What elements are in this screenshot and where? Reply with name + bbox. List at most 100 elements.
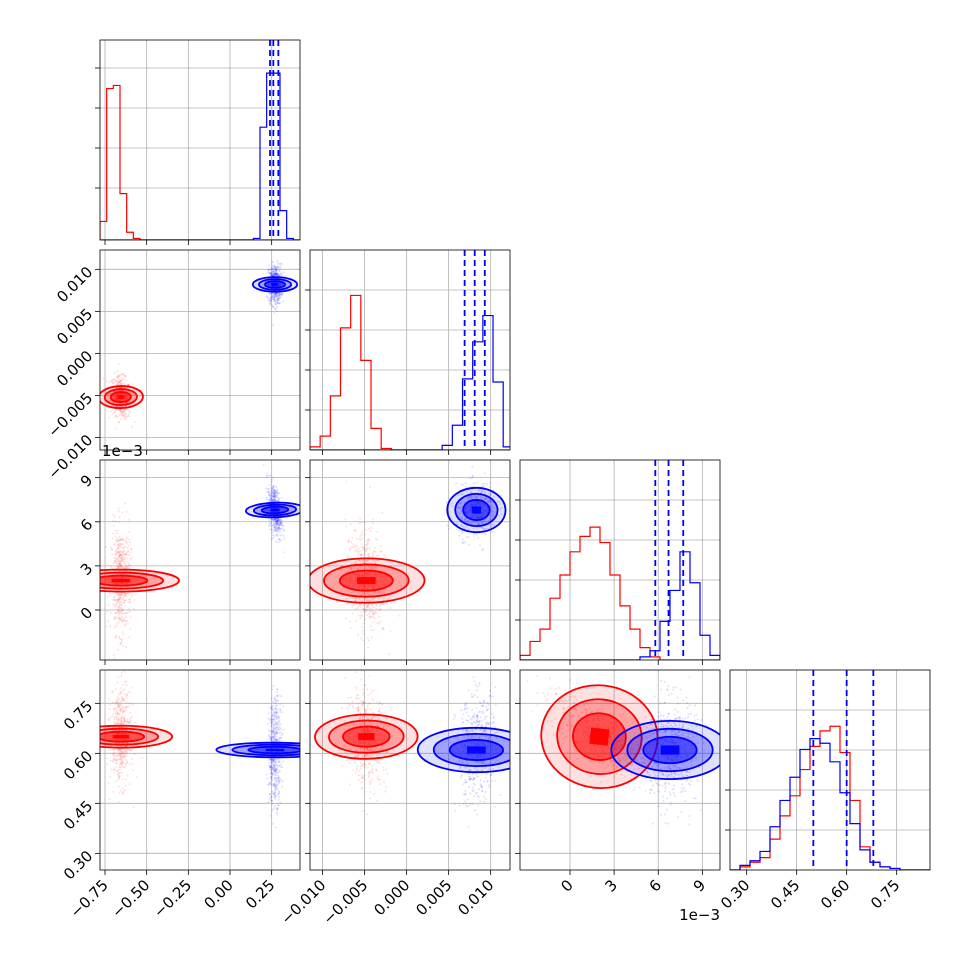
scatter-point <box>272 519 275 522</box>
scatter-point <box>112 729 115 732</box>
scatter-point <box>118 748 121 751</box>
scatter-point <box>273 713 276 716</box>
panel-border <box>729 669 931 871</box>
scatter-point <box>267 490 270 493</box>
scatter-point <box>273 495 276 498</box>
scatter-point <box>480 490 483 493</box>
scatter-point <box>275 273 278 276</box>
scatter-point <box>123 692 126 695</box>
scatter-point <box>274 266 277 269</box>
scatter-point <box>272 271 275 274</box>
scatter-point <box>120 618 123 621</box>
scatter-point <box>126 718 129 721</box>
scatter-point <box>275 292 278 295</box>
scatter-point <box>491 512 494 515</box>
scatter-point <box>124 414 127 417</box>
scatter-point <box>114 427 117 430</box>
scatter-point <box>486 499 489 502</box>
scatter-point <box>273 518 276 521</box>
scatter-point <box>278 731 281 734</box>
scatter-point <box>467 536 470 539</box>
scatter-point <box>366 766 369 769</box>
scatter-point <box>117 705 120 708</box>
scatter-point <box>121 791 124 794</box>
scatter-point <box>122 601 125 604</box>
scatter-point <box>360 542 363 545</box>
scatter-point <box>459 709 462 712</box>
scatter-point <box>115 635 118 638</box>
scatter-point <box>357 709 360 712</box>
scatter-point <box>119 722 122 725</box>
scatter-point <box>368 599 371 602</box>
scatter-point <box>270 518 273 521</box>
scatter-point <box>277 521 280 524</box>
scatter-point <box>273 711 276 714</box>
scatter-point <box>356 567 359 570</box>
scatter-point <box>354 754 357 757</box>
scatter-point <box>128 783 131 786</box>
scatter-point <box>467 519 470 522</box>
scatter-point <box>468 775 471 778</box>
scatter-point <box>272 487 275 490</box>
scatter-point <box>359 553 362 556</box>
scatter-point <box>120 726 123 729</box>
scatter-point <box>115 552 118 555</box>
scatter-point <box>113 378 116 381</box>
scatter-point <box>273 273 276 276</box>
scatter-point <box>115 408 118 411</box>
scatter-point <box>124 719 127 722</box>
scatter-point <box>494 511 497 514</box>
scatter-point <box>357 559 360 562</box>
scatter-point <box>383 781 386 784</box>
scatter-point <box>126 752 129 755</box>
scatter-point <box>364 760 367 763</box>
scatter-point <box>277 266 280 269</box>
scatter-point <box>478 523 481 526</box>
scatter-point <box>268 782 271 785</box>
scatter-point <box>361 629 364 632</box>
scatter-point <box>278 739 281 742</box>
scatter-point <box>268 272 271 275</box>
scatter-point <box>377 703 380 706</box>
scatter-point <box>478 720 481 723</box>
scatter-point <box>119 565 122 568</box>
scatter-point <box>271 773 274 776</box>
scatter-point <box>273 293 276 296</box>
scatter-point <box>127 550 130 553</box>
scatter-point <box>271 273 274 276</box>
scatter-point <box>276 521 279 524</box>
scatter-point <box>267 474 270 477</box>
scatter-point <box>346 759 349 762</box>
scatter-point <box>481 482 484 485</box>
scatter-point <box>112 524 115 527</box>
marginal-panel-0 <box>95 39 301 245</box>
scatter-point <box>273 776 276 779</box>
scatter-point <box>276 758 279 761</box>
scatter-point <box>268 300 271 303</box>
scatter-point <box>126 761 129 764</box>
scatter-point <box>273 526 276 529</box>
scatter-point <box>141 756 144 759</box>
scatter-point <box>275 491 278 494</box>
scatter-point <box>118 617 121 620</box>
scatter-point <box>476 523 479 526</box>
scatter-point <box>123 595 126 598</box>
scatter-point <box>115 701 118 704</box>
scatter-point <box>347 541 350 544</box>
scatter-point <box>118 542 121 545</box>
scatter-point <box>274 526 277 529</box>
scatter-point <box>274 500 277 503</box>
scatter-point <box>274 769 277 772</box>
scatter-point <box>273 491 276 494</box>
scatter-point <box>125 620 128 623</box>
scatter-point <box>117 547 120 550</box>
scatter-point <box>124 409 127 412</box>
scatter-point <box>126 694 129 697</box>
scatter-point <box>350 626 353 629</box>
scatter-point <box>122 552 125 555</box>
scatter-point <box>278 519 281 522</box>
scatter-point <box>275 520 278 523</box>
scatter-point <box>271 760 274 763</box>
scatter-point <box>389 607 392 610</box>
scatter-point <box>367 762 370 765</box>
